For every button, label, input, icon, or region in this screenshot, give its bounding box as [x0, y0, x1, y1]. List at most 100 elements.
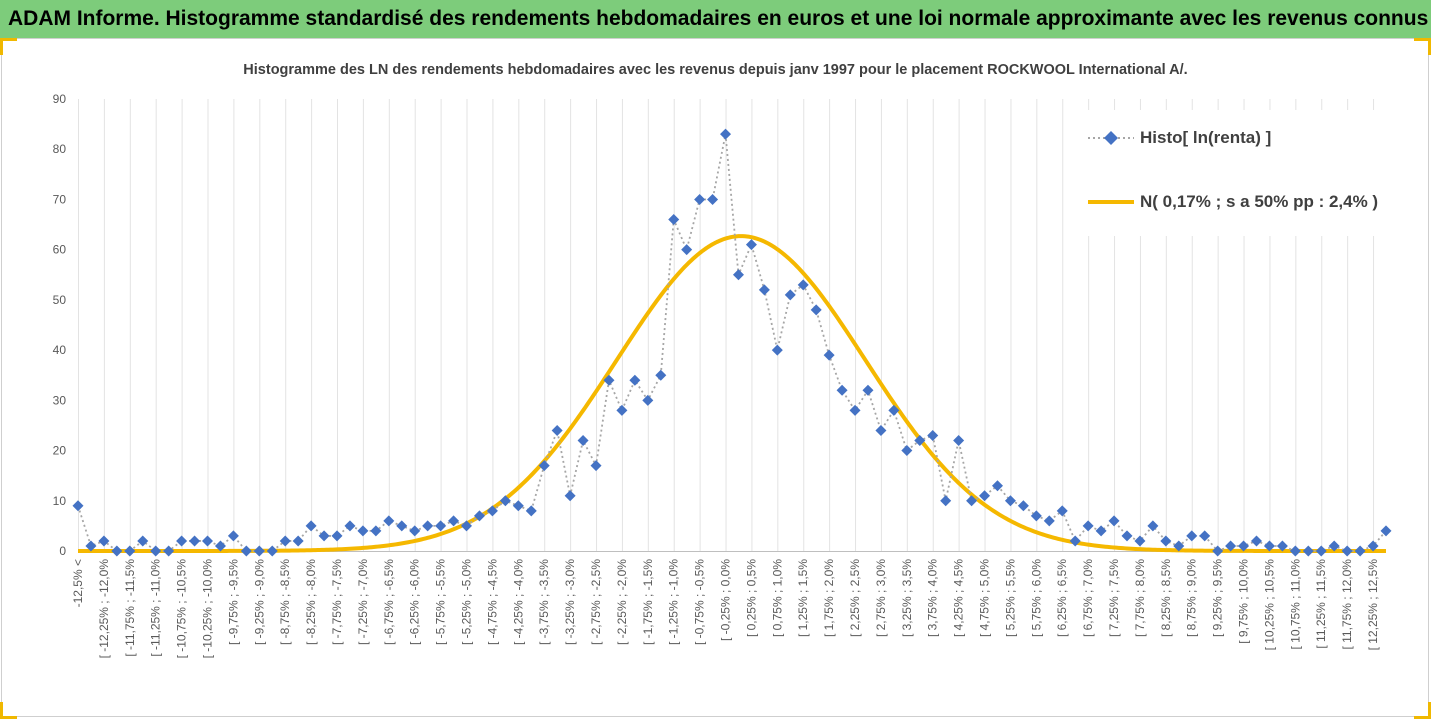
x-tick-label: [ 5,75% ; 6,0% [1029, 559, 1043, 637]
x-tick-label: [ 9,75% ; 10,0% [1237, 559, 1251, 644]
frame-corner-accent [0, 702, 17, 719]
histogram-point [1380, 525, 1392, 537]
histogram-point [888, 404, 900, 416]
x-tick-label: [ -11,25% ; -11,0% [149, 559, 163, 657]
x-tick-label: [ -5,25% ; -5,0% [460, 559, 474, 645]
histogram-point [810, 304, 822, 316]
x-tick-label: [ 8,25% ; 8,5% [1159, 559, 1173, 637]
histogram-point [1186, 530, 1198, 542]
histogram-point [1354, 545, 1366, 557]
histogram-point [111, 545, 123, 557]
histogram-point [72, 500, 84, 512]
histogram-point [862, 384, 874, 396]
x-tick-label: [ -1,75% ; -1,5% [641, 559, 655, 645]
x-tick-label: [ -6,25% ; -6,0% [408, 559, 422, 645]
x-tick-label: [ 7,25% ; 7,5% [1107, 559, 1121, 637]
histogram-point [1082, 520, 1094, 532]
legend-swatch-histo [1088, 128, 1134, 148]
histogram-point [1121, 530, 1133, 542]
histogram-point [137, 535, 149, 547]
histogram-point [1250, 535, 1262, 547]
histogram-point [707, 193, 719, 205]
histogram-point [551, 424, 563, 436]
x-tick-label: [ 12,25% ; 12,5% [1366, 559, 1380, 651]
x-tick-label: [ -1,25% ; -1,0% [667, 559, 681, 645]
histogram-point [240, 545, 252, 557]
report-title: ADAM Informe. Histogramme standardisé de… [0, 0, 1431, 38]
y-tick-label: 30 [53, 393, 67, 407]
histogram-point [1017, 500, 1029, 512]
x-tick-label: [ 9,25% ; 9,5% [1211, 559, 1225, 637]
histogram-point [396, 520, 408, 532]
y-tick-label: 90 [53, 92, 67, 106]
x-tick-label: [ 11,25% ; 11,5% [1314, 559, 1328, 649]
x-tick-label: [ 3,75% ; 4,0% [926, 559, 940, 637]
chart-title: Histogramme des LN des rendements hebdom… [243, 62, 1188, 78]
frame-corner-accent [1414, 702, 1431, 719]
histogram-point [1043, 515, 1055, 527]
histogram-point [966, 495, 978, 507]
histogram-point [590, 460, 602, 472]
legend-item-normal[interactable]: N( 0,17% ; s a 50% pp : 2,4% ) [1088, 190, 1378, 214]
histogram-point [1225, 540, 1237, 552]
histogram-point [1004, 495, 1016, 507]
y-tick-label: 80 [53, 142, 67, 156]
chart-frame [1, 38, 1429, 717]
x-tick-label: [ 2,25% ; 2,5% [848, 559, 862, 637]
frame-corner-accent [0, 38, 17, 55]
x-tick-label: [ -8,75% ; -8,5% [278, 559, 292, 645]
histogram-point [758, 284, 770, 296]
histogram-point [1212, 545, 1224, 557]
chart-legend: Histo[ ln(renta) ] N( 0,17% ; s a 50% pp… [1076, 110, 1386, 236]
y-tick-label: 60 [53, 243, 67, 257]
histogram-point [1199, 530, 1211, 542]
histogram-point [603, 374, 615, 386]
legend-label-histo: Histo[ ln(renta) ] [1140, 128, 1272, 147]
histogram-point [98, 535, 110, 547]
histogram-point [1134, 535, 1146, 547]
x-tick-label: [ -3,25% ; -3,0% [563, 559, 577, 645]
y-tick-label: 0 [59, 544, 66, 558]
histogram-point [979, 490, 991, 502]
histogram-point [1328, 540, 1340, 552]
histogram-point [1147, 520, 1159, 532]
histogram-point [370, 525, 382, 537]
y-tick-label: 70 [53, 192, 67, 206]
x-tick-label: [ 1,25% ; 1,5% [796, 559, 810, 637]
histogram-point [642, 394, 654, 406]
histogram-point [1238, 540, 1250, 552]
legend-label-normal: N( 0,17% ; s a 50% pp : 2,4% ) [1140, 192, 1379, 211]
histogram-point [1108, 515, 1120, 527]
histogram-point [189, 535, 201, 547]
x-tick-label: [ 0,25% ; 0,5% [744, 559, 758, 637]
histogram-point [163, 545, 175, 557]
y-tick-label: 40 [53, 343, 67, 357]
histogram-point [1315, 545, 1327, 557]
histogram-point [953, 435, 965, 447]
histogram-point [1263, 540, 1275, 552]
x-tick-label: [ -2,75% ; -2,5% [589, 559, 603, 645]
x-tick-label: [ 3,25% ; 3,5% [900, 559, 914, 637]
histogram-point [849, 404, 861, 416]
histogram-point [1056, 505, 1068, 517]
x-tick-label: [ 10,75% ; 11,0% [1288, 559, 1302, 650]
histogram-point [85, 540, 97, 552]
histogram-point [486, 505, 498, 517]
x-tick-label: [ -2,25% ; -2,0% [615, 559, 629, 645]
histogram-point [448, 515, 460, 527]
histogram-point [616, 404, 628, 416]
histogram-point [784, 289, 796, 301]
histogram-point [331, 530, 343, 542]
histogram-point [512, 500, 524, 512]
legend-item-histo[interactable]: Histo[ ln(renta) ] [1088, 126, 1271, 150]
x-tick-label: [ -7,75% ; -7,5% [330, 559, 344, 645]
histogram-point [901, 445, 913, 457]
histogram-point [305, 520, 317, 532]
histogram-point [383, 515, 395, 527]
histogram-point [176, 535, 188, 547]
histogram-point [1341, 545, 1353, 557]
histogram-point [318, 530, 330, 542]
histogram-point [681, 244, 693, 256]
x-tick-label: [ -8,25% ; -8,0% [304, 559, 318, 645]
